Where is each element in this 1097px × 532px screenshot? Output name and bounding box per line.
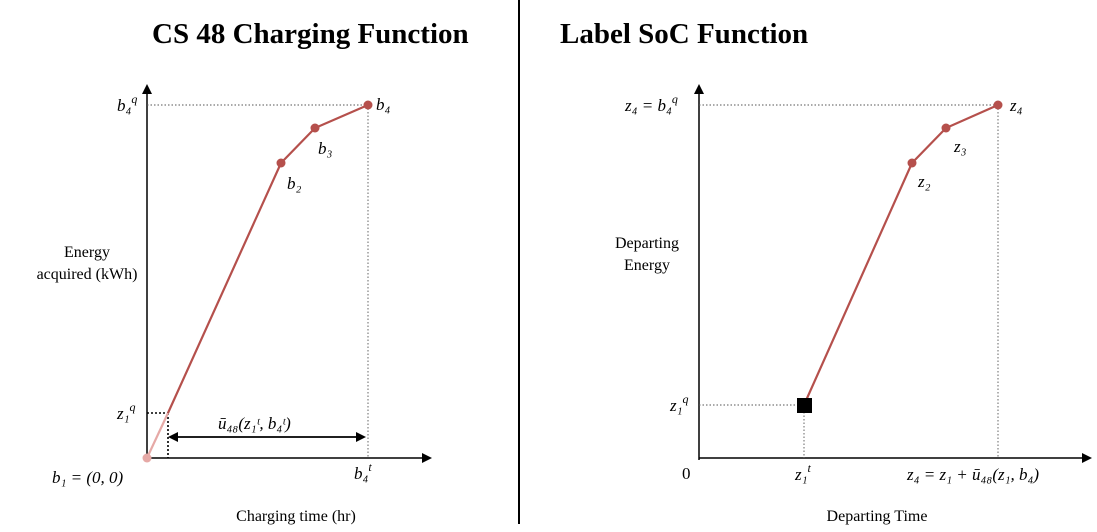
- right-start-square-marker: [797, 398, 812, 413]
- left-y-axis-label-line2: acquired (kWh): [37, 266, 138, 283]
- right-label-z4: z₄: [1009, 96, 1023, 115]
- right-x-tick-z4: z₄ = z₁ + ū₄₈(z₁, b₄): [906, 465, 1039, 484]
- right-panel-title: Label SoC Function: [560, 18, 809, 50]
- left-panel-title: CS 48 Charging Function: [152, 18, 469, 50]
- right-y-tick-zq: z₁q: [669, 392, 689, 415]
- left-duration-label: ū₄₈(z₁ᵗ, b₄ᵗ): [218, 414, 291, 433]
- left-origin-label: b₁ = (0, 0): [52, 468, 124, 487]
- left-x-tick-bt: b₄t: [354, 460, 372, 483]
- right-point-z4: [993, 100, 1003, 110]
- right-x-axis-label: Departing Time: [827, 508, 928, 525]
- right-x-tick-zt: z₁t: [794, 461, 812, 484]
- left-point-b2: [276, 158, 286, 168]
- right-point-z3: [941, 123, 951, 133]
- left-point-b4: [363, 100, 373, 110]
- right-origin-label: 0: [682, 464, 691, 483]
- left-curve-initial-segment: [146, 412, 169, 459]
- left-point-b3: [310, 123, 320, 133]
- right-point-z2: [907, 158, 917, 168]
- left-charging-curve: [166, 103, 369, 414]
- right-soc-curve: [802, 103, 999, 406]
- right-y-axis-label-line1: Departing: [615, 235, 679, 252]
- right-label-z3: z₃: [953, 137, 967, 156]
- right-label-z2: z₂: [917, 172, 931, 191]
- right-y-tick-top: z₄ = b₄q: [624, 92, 678, 115]
- left-y-tick-top: b₄q: [117, 92, 137, 115]
- left-y-tick-zq: z₁q: [116, 400, 136, 423]
- left-point-b1: [142, 453, 152, 463]
- left-label-b2: b₂: [287, 174, 302, 193]
- right-y-axis-label-line2: Energy: [624, 257, 670, 274]
- left-x-axis-label: Charging time (hr): [236, 508, 356, 525]
- left-y-axis-label-line1: Energy: [64, 244, 110, 261]
- left-label-b3: b₃: [318, 139, 333, 158]
- left-label-b4: b₄: [376, 95, 391, 114]
